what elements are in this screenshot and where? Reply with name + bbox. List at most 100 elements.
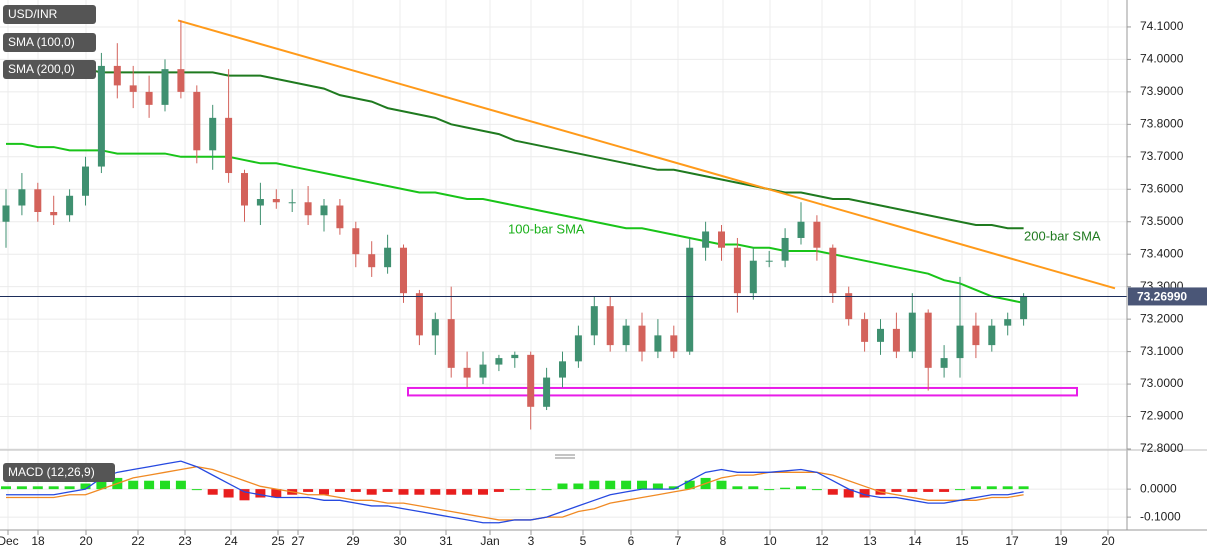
histogram-bar: [303, 489, 314, 492]
candle-body: [304, 202, 312, 216]
x-tick-label: 20: [1101, 534, 1115, 548]
candle-body: [463, 367, 471, 378]
legend-entry: SMA (200,0): [8, 62, 75, 76]
last-price-label: 73.26990: [1137, 290, 1187, 304]
candle-body: [193, 91, 201, 151]
x-tick-label: 24: [224, 534, 238, 548]
x-tick-label: 3: [528, 534, 535, 548]
histogram-bar: [652, 483, 663, 490]
candle-body: [2, 205, 10, 222]
candle-body: [733, 247, 741, 294]
x-tick-label: 27: [291, 534, 305, 548]
candle-body: [415, 293, 423, 336]
legend-box: [3, 60, 96, 79]
candle-body: [686, 247, 694, 352]
y-tick-label: 73.5000: [1140, 214, 1184, 228]
legend-box: [3, 33, 96, 52]
histogram-bar: [939, 489, 950, 492]
histogram-bar: [748, 486, 759, 490]
y-tick-label: 74.1000: [1140, 19, 1184, 33]
histogram-bar: [827, 489, 838, 495]
candle-body: [272, 199, 280, 203]
histogram-bar: [509, 489, 520, 491]
histogram-bar: [462, 489, 473, 495]
histogram-bar: [589, 480, 600, 490]
histogram-bar: [96, 477, 107, 490]
candle-body: [511, 354, 519, 359]
x-tick-label: Dec: [0, 534, 19, 548]
x-tick-label: 5: [580, 534, 587, 548]
candle-body: [861, 319, 869, 342]
histogram-bar: [32, 486, 43, 490]
candle-body: [527, 354, 535, 407]
x-tick-label: 17: [1005, 534, 1019, 548]
candle-body: [908, 312, 916, 352]
histogram-bar: [334, 489, 345, 492]
histogram-bar: [541, 489, 552, 491]
candle-body: [225, 117, 233, 174]
histogram-bar: [986, 486, 997, 490]
histogram-bar: [271, 489, 282, 498]
histogram-bar: [716, 480, 727, 490]
candle-body: [972, 325, 980, 346]
candle-body: [940, 358, 948, 368]
y-tick-label: 73.2000: [1140, 311, 1184, 325]
candle-body: [956, 325, 964, 359]
candle-body: [34, 189, 42, 213]
candle-body: [845, 293, 853, 320]
candle-body: [50, 212, 58, 216]
histogram-bar: [605, 480, 616, 490]
candle-body: [988, 325, 996, 346]
histogram-bar: [668, 486, 679, 490]
candle-body: [384, 247, 392, 268]
x-tick-label: 15: [955, 534, 969, 548]
histogram-bar: [239, 489, 250, 501]
candle-body: [352, 228, 360, 255]
x-tick-label: 23: [178, 534, 192, 548]
y-tick-label: 73.6000: [1140, 181, 1184, 195]
candle-body: [288, 202, 296, 204]
candle-body: [877, 328, 884, 342]
x-tick-label: 14: [908, 534, 922, 548]
plot: [0, 19, 1127, 524]
histogram-bar: [255, 489, 266, 498]
x-tick-label: 19: [1054, 534, 1068, 548]
x-tick-label: Jan: [480, 534, 499, 548]
x-tick-label: 30: [393, 534, 407, 548]
legend-box: [3, 5, 96, 24]
x-tick-label: 22: [131, 534, 145, 548]
histogram-bar: [621, 480, 632, 490]
candle-body: [638, 325, 646, 352]
histogram-bar: [160, 480, 170, 490]
sma-line: [6, 61, 1024, 230]
histogram-bar: [207, 489, 218, 495]
candle-body: [479, 364, 487, 378]
labels: USD/INR SMA (100,0) SMA (200,0) MACD (12…: [0, 5, 1207, 548]
histogram-bar: [970, 486, 981, 490]
candle-body: [368, 254, 376, 268]
x-tick-label: 29: [346, 534, 360, 548]
candle-body: [829, 247, 837, 294]
last-price-box: [1128, 287, 1207, 306]
histogram-bar: [557, 483, 568, 490]
candle-body: [702, 231, 710, 248]
candle-body: [66, 195, 74, 216]
candle-body: [447, 319, 455, 368]
candle-body: [718, 231, 725, 248]
y-tick-label: 73.1000: [1140, 344, 1184, 358]
candle-body: [1004, 319, 1012, 326]
histogram-bar: [732, 486, 743, 490]
histogram-bar: [191, 489, 202, 491]
candle-body: [797, 221, 805, 238]
x-tick-label: 31: [439, 534, 453, 548]
candle-body: [559, 361, 566, 378]
histogram-bar: [16, 486, 27, 490]
candle-body: [129, 85, 137, 92]
histogram-bar: [637, 480, 647, 490]
y-tick-label: 72.9000: [1140, 409, 1184, 423]
histogram-bar: [430, 489, 441, 495]
sma-line: [6, 142, 1024, 304]
x-tick-label: 10: [763, 534, 777, 548]
x-tick-label: 18: [31, 534, 45, 548]
